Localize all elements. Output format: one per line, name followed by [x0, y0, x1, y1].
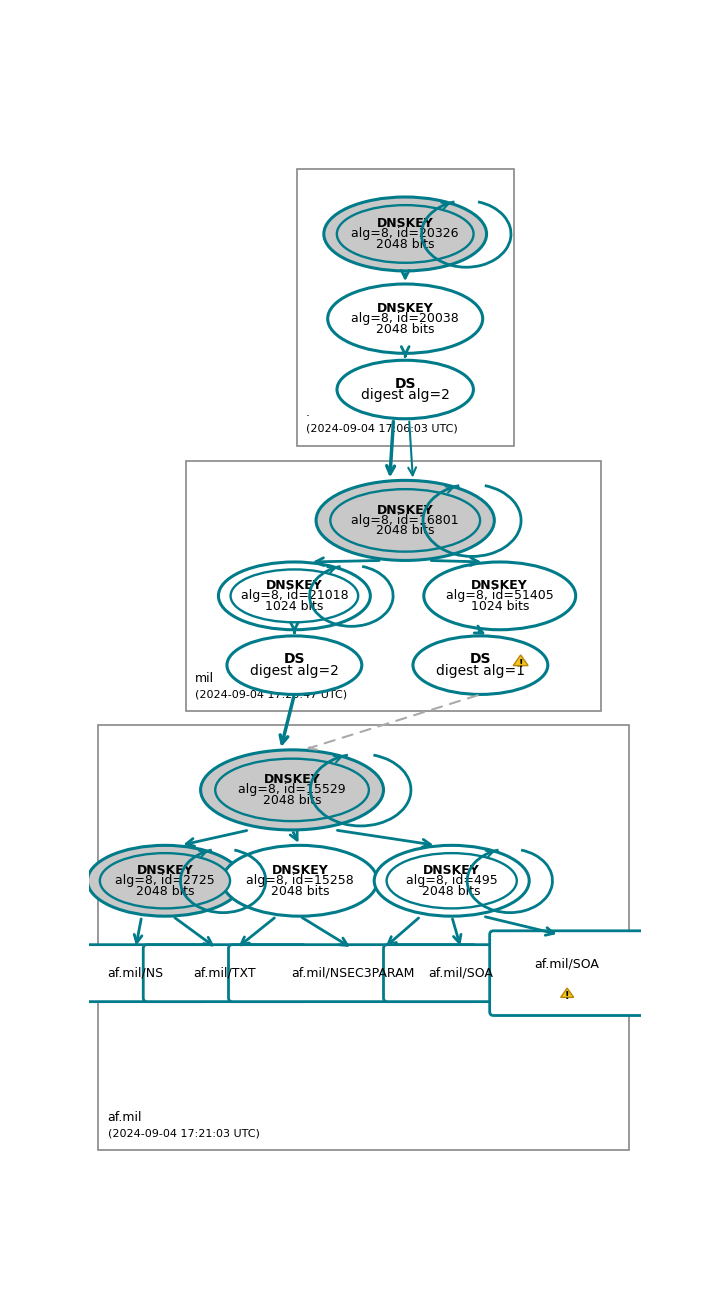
Ellipse shape — [328, 284, 483, 353]
Text: DS: DS — [394, 377, 416, 391]
Text: 1024 bits: 1024 bits — [471, 600, 529, 612]
Polygon shape — [513, 655, 528, 666]
Text: 2048 bits: 2048 bits — [422, 884, 481, 897]
Text: alg=8, id=20326: alg=8, id=20326 — [352, 228, 459, 241]
Text: 2048 bits: 2048 bits — [376, 238, 434, 251]
FancyBboxPatch shape — [384, 944, 538, 1002]
Text: DNSKEY: DNSKEY — [471, 579, 528, 593]
Text: digest alg=1: digest alg=1 — [436, 664, 525, 678]
Ellipse shape — [375, 845, 529, 916]
Text: DNSKEY: DNSKEY — [377, 217, 434, 230]
Bar — [98, 725, 629, 1150]
Text: !: ! — [565, 991, 570, 1001]
Text: af.mil: af.mil — [108, 1110, 142, 1124]
Text: 2048 bits: 2048 bits — [376, 525, 434, 538]
Ellipse shape — [231, 569, 358, 623]
Ellipse shape — [88, 845, 243, 916]
Text: DNSKEY: DNSKEY — [377, 302, 434, 315]
Text: mil: mil — [195, 672, 214, 685]
Text: DS: DS — [283, 653, 305, 666]
Bar — [297, 169, 513, 446]
Text: alg=8, id=495: alg=8, id=495 — [406, 874, 498, 887]
Text: DNSKEY: DNSKEY — [137, 863, 194, 876]
Text: 2048 bits: 2048 bits — [271, 884, 329, 897]
Ellipse shape — [100, 853, 230, 908]
Text: af.mil/NSEC3PARAM: af.mil/NSEC3PARAM — [290, 967, 414, 980]
FancyBboxPatch shape — [229, 944, 476, 1002]
Text: digest alg=2: digest alg=2 — [250, 664, 339, 678]
Text: DNSKEY: DNSKEY — [266, 579, 323, 593]
Text: (2024-09-04 17:20:47 UTC): (2024-09-04 17:20:47 UTC) — [195, 689, 347, 700]
Ellipse shape — [337, 205, 473, 263]
Ellipse shape — [324, 198, 486, 271]
Bar — [186, 462, 600, 712]
FancyBboxPatch shape — [143, 944, 306, 1002]
Text: af.mil/NS: af.mil/NS — [108, 967, 164, 980]
Text: alg=8, id=2725: alg=8, id=2725 — [115, 874, 215, 887]
Text: alg=8, id=51405: alg=8, id=51405 — [446, 590, 554, 603]
Text: alg=8, id=21018: alg=8, id=21018 — [241, 590, 348, 603]
Ellipse shape — [387, 853, 517, 908]
Text: alg=8, id=16801: alg=8, id=16801 — [352, 514, 459, 527]
FancyBboxPatch shape — [490, 931, 644, 1015]
Text: digest alg=2: digest alg=2 — [361, 388, 450, 403]
Text: DNSKEY: DNSKEY — [377, 504, 434, 517]
Polygon shape — [560, 988, 574, 998]
Ellipse shape — [227, 636, 362, 695]
Text: DNSKEY: DNSKEY — [263, 773, 320, 786]
Text: .: . — [306, 407, 310, 420]
Text: (2024-09-04 17:06:03 UTC): (2024-09-04 17:06:03 UTC) — [306, 424, 458, 434]
Text: 2048 bits: 2048 bits — [376, 323, 434, 336]
FancyBboxPatch shape — [63, 944, 208, 1002]
Ellipse shape — [201, 749, 384, 831]
Ellipse shape — [330, 489, 480, 552]
Text: af.mil/TXT: af.mil/TXT — [194, 967, 256, 980]
Ellipse shape — [219, 562, 370, 629]
Text: DNSKEY: DNSKEY — [424, 863, 480, 876]
Text: af.mil/SOA: af.mil/SOA — [429, 967, 493, 980]
Text: alg=8, id=15258: alg=8, id=15258 — [246, 874, 354, 887]
Text: af.mil/SOA: af.mil/SOA — [535, 957, 600, 971]
Ellipse shape — [222, 845, 377, 916]
Text: (2024-09-04 17:21:03 UTC): (2024-09-04 17:21:03 UTC) — [108, 1129, 259, 1138]
Text: alg=8, id=15529: alg=8, id=15529 — [239, 783, 346, 797]
Text: 1024 bits: 1024 bits — [265, 600, 323, 612]
Text: !: ! — [518, 659, 523, 668]
Text: 2048 bits: 2048 bits — [136, 884, 194, 897]
Ellipse shape — [316, 480, 494, 560]
Ellipse shape — [215, 759, 369, 821]
Ellipse shape — [413, 636, 548, 695]
Text: 2048 bits: 2048 bits — [263, 794, 321, 807]
Text: alg=8, id=20038: alg=8, id=20038 — [351, 313, 459, 326]
Ellipse shape — [337, 360, 473, 419]
Text: DS: DS — [470, 653, 491, 666]
Text: DNSKEY: DNSKEY — [271, 863, 328, 876]
Ellipse shape — [424, 562, 576, 629]
